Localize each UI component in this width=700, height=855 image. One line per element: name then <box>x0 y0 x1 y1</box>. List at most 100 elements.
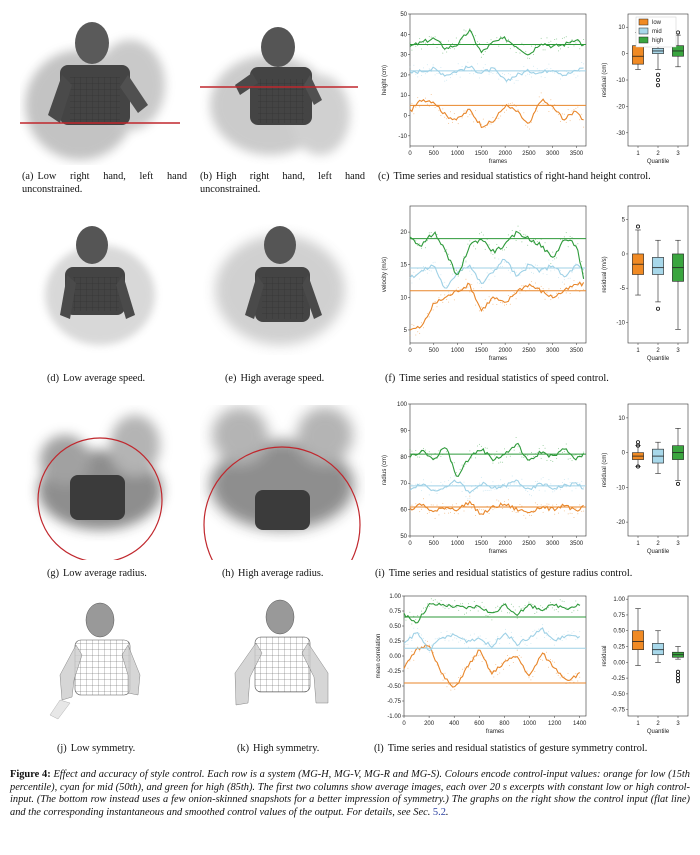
series-mid-sample-point <box>423 266 425 268</box>
series-mid-sample-point <box>409 66 411 68</box>
series-mid-sample-point <box>492 73 494 75</box>
y-tick-label: -20 <box>616 520 625 526</box>
series-mid-sample-point <box>451 273 453 275</box>
caption-text: Time series and residual statistics of r… <box>393 171 651 182</box>
series-low-sample-point <box>417 97 419 99</box>
series-mid-sample-point <box>492 481 494 483</box>
series-high-sample-point <box>428 36 430 38</box>
section-reference-link[interactable]: 5.2 <box>432 806 446 818</box>
series-low-sample-point <box>475 514 477 516</box>
series-low-sample-point <box>577 106 579 108</box>
series-high-sample-point <box>456 606 458 608</box>
series-low-sample-point <box>481 661 483 663</box>
series-high-sample-point <box>571 611 573 613</box>
y-tick-label: -10 <box>616 320 625 326</box>
series-mid-sample-point <box>430 481 432 483</box>
legend-swatch-mid <box>638 27 649 35</box>
series-mid-sample-point <box>571 272 573 274</box>
series-high-sample-point <box>501 610 503 612</box>
series-mid-sample-point <box>550 483 552 485</box>
x-axis-label: frames <box>486 729 504 735</box>
series-high-sample-point <box>519 52 521 54</box>
series-low-sample-point <box>504 304 506 306</box>
caption-end: . <box>445 806 449 818</box>
series-high-sample-point <box>579 48 581 50</box>
series-low-sample-point <box>479 654 481 656</box>
series-mid-sample-point <box>497 636 499 638</box>
series-mid-sample-point <box>559 489 561 491</box>
series-low-sample-point <box>438 110 440 112</box>
series-low-sample-point <box>529 128 531 130</box>
legend-swatch-high <box>638 36 649 44</box>
series-high-sample-point <box>542 445 544 447</box>
series-high-sample-point <box>544 49 546 51</box>
series-mid-sample-point <box>531 271 533 273</box>
series-low-smoothed-line <box>403 643 580 688</box>
series-low-sample-point <box>530 679 532 681</box>
series-mid-sample-point <box>465 496 467 498</box>
series-mid-sample-point <box>532 65 534 67</box>
series-high-sample-point <box>511 229 513 231</box>
series-mid-sample-point <box>487 645 489 647</box>
y-tick-label: -5 <box>620 286 626 292</box>
series-low-sample-point <box>473 659 475 661</box>
series-high-sample-point <box>440 600 442 602</box>
series-high-sample-point <box>563 601 565 603</box>
series-low-sample-point <box>577 513 579 515</box>
caption-text: High average speed. <box>240 373 325 384</box>
series-high-sample-point <box>559 48 561 50</box>
series-low-sample-point <box>448 301 450 303</box>
series-low-sample-point <box>579 291 581 293</box>
caption-label: (e) <box>225 373 237 384</box>
series-mid-sample-point <box>430 644 432 646</box>
box-low-outlier <box>636 440 641 445</box>
series-mid-sample-point <box>569 277 571 279</box>
y-tick-label: 80 <box>400 455 407 461</box>
series-high-sample-point <box>478 233 480 235</box>
series-low-sample-point <box>558 297 560 299</box>
series-low-sample-point <box>484 127 486 129</box>
series-mid-sample-point <box>473 491 475 493</box>
series-high-sample-point <box>479 605 481 607</box>
series-high-sample-point <box>565 607 567 609</box>
x-tick-label: 0 <box>408 348 412 354</box>
series-high-sample-point <box>556 457 558 459</box>
series-high-sample-point <box>455 269 457 271</box>
series-high-sample-point <box>528 601 530 603</box>
series-high-sample-point <box>532 604 534 606</box>
series-low-sample-point <box>430 504 432 506</box>
series-high-sample-point <box>467 603 469 605</box>
series-high-smoothed-line <box>403 602 581 624</box>
series-low-sample-point <box>540 659 542 661</box>
series-high-sample-point <box>525 454 527 456</box>
boxplot-chart-speed: 5 0 -5 -10 1 2 3 Quantile residual (m/s) <box>600 200 692 365</box>
series-low-sample-point <box>540 92 542 94</box>
series-high-sample-point <box>411 49 413 51</box>
series-high-sample-point <box>569 235 571 237</box>
series-mid-sample-point <box>581 61 583 63</box>
series-mid-sample-point <box>547 631 549 633</box>
series-low-sample-point <box>575 107 577 109</box>
series-high-sample-point <box>519 451 521 453</box>
series-high-sample-point <box>504 249 506 251</box>
series-high-sample-point <box>517 225 519 227</box>
series-high-sample-point <box>550 263 552 265</box>
series-mid-sample-point <box>520 636 522 638</box>
series-low-sample-point <box>463 510 465 512</box>
series-low-sample-point <box>498 117 500 119</box>
series-high-sample-point <box>536 241 538 243</box>
series-mid-sample-point <box>529 494 531 496</box>
y-axis-label: residual (cm) <box>602 453 608 488</box>
series-low-sample-point <box>527 126 529 128</box>
series-low-sample-point <box>471 657 473 659</box>
caption-text: Time series and residual statistics of g… <box>387 743 648 754</box>
series-mid-sample-point <box>440 631 442 633</box>
y-tick-label: 10 <box>400 295 407 301</box>
series-mid-sample-point <box>553 644 555 646</box>
series-high-sample-point <box>473 601 475 603</box>
series-high-sample-point <box>446 604 448 606</box>
series-high-sample-point <box>465 30 467 32</box>
series-high-sample-point <box>521 456 523 458</box>
series-low-sample-point <box>421 322 423 324</box>
series-mid-sample-point <box>469 634 471 636</box>
